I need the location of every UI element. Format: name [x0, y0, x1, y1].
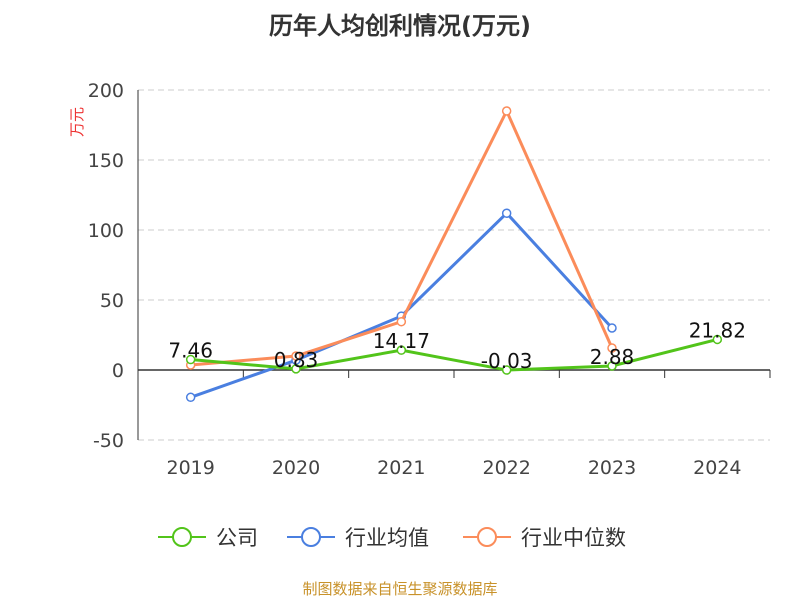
x-tick-label: 2024 — [693, 457, 741, 479]
legend-label: 公司 — [216, 526, 258, 550]
data-label: 2.88 — [590, 345, 635, 369]
y-axis-label: 万元 — [68, 107, 86, 137]
legend-marker — [301, 527, 321, 547]
data-point — [185, 354, 196, 365]
data-label: -0.03 — [481, 349, 533, 373]
data-label: 7.46 — [168, 339, 213, 363]
data-label: 14.17 — [373, 329, 430, 353]
series-line-2 — [190, 107, 614, 367]
y-tick-label: 50 — [100, 290, 124, 312]
data-point — [291, 364, 301, 374]
data-label: 0.83 — [274, 348, 319, 372]
y-tick-label: 150 — [88, 150, 124, 172]
data-point — [396, 316, 407, 327]
data-point — [396, 345, 407, 355]
data-point — [607, 361, 617, 371]
y-tick-label: 100 — [88, 220, 124, 242]
chart-title: 历年人均创利情况(万元) — [269, 12, 531, 40]
y-tick-label: 200 — [88, 80, 124, 102]
legend-marker — [172, 527, 192, 547]
data-point — [607, 343, 617, 353]
legend-label: 行业均值 — [345, 526, 429, 550]
legend-label: 行业中位数 — [521, 526, 626, 550]
data-point — [185, 392, 196, 403]
data-point — [501, 365, 512, 375]
data-point — [607, 323, 617, 333]
data-point — [501, 208, 512, 218]
y-tick-label: -50 — [93, 430, 124, 452]
x-tick-label: 2020 — [272, 457, 320, 479]
data-point — [712, 334, 723, 345]
x-tick-label: 2023 — [588, 457, 636, 479]
y-tick-label: 0 — [112, 360, 124, 382]
x-tick-label: 2021 — [377, 457, 425, 479]
source-note: 制图数据来自恒生聚源数据库 — [302, 580, 498, 598]
legend-marker — [477, 527, 497, 547]
data-point — [291, 351, 301, 361]
data-point — [501, 106, 512, 116]
x-tick-label: 2022 — [482, 457, 530, 479]
series-line-0 — [190, 337, 718, 372]
data-label: 21.82 — [689, 318, 746, 342]
x-tick-label: 2019 — [166, 457, 214, 479]
